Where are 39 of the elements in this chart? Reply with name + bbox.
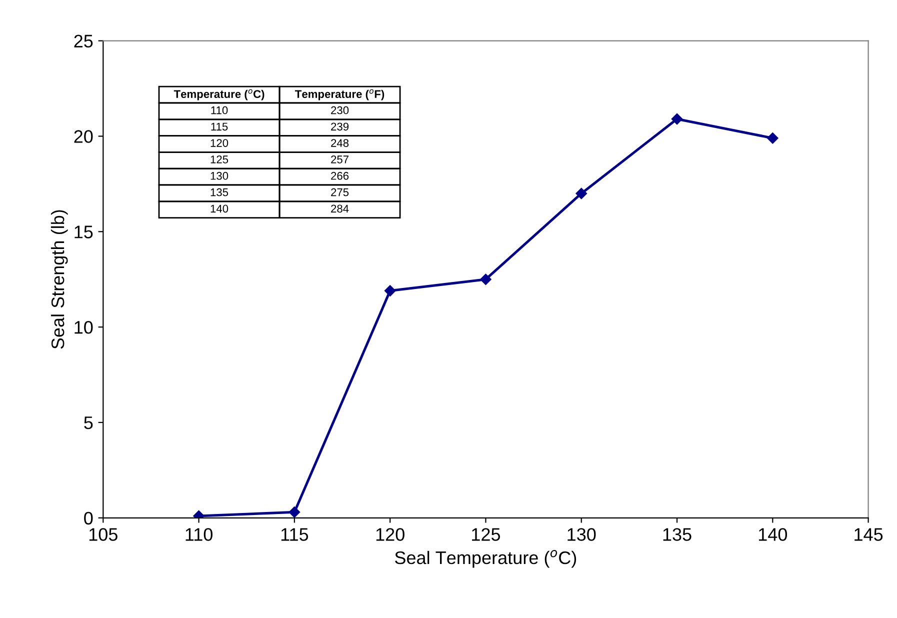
x-tick-label: 120: [376, 528, 404, 541]
annotation: 257: [331, 156, 348, 164]
annotation: 135: [210, 188, 228, 196]
x-tick-label: 115: [281, 528, 308, 541]
x-tick-label: 125: [472, 528, 500, 541]
point: [671, 113, 683, 125]
annotation: 130: [210, 172, 228, 180]
annotation: 284: [331, 204, 349, 213]
y-tick-label: 25: [74, 34, 93, 48]
x-axis-title: Seal Temperature ($^{o}$C): [395, 550, 576, 568]
x-tick-label: 105: [89, 528, 118, 541]
annotation: 115: [211, 122, 228, 131]
annotation: 266: [331, 172, 349, 180]
x-tick-label: 135: [663, 528, 692, 541]
point: [767, 132, 778, 144]
x-tick-label: 110: [186, 528, 212, 541]
y-tick-label: 0: [84, 512, 93, 525]
annotation: 275: [331, 188, 349, 196]
annotation: 140: [210, 204, 228, 213]
annotation: 120: [210, 139, 228, 147]
point: [480, 274, 492, 285]
x-tick-label: 140: [758, 528, 788, 541]
y-tick-label: 20: [74, 130, 93, 143]
annotation: 110: [211, 106, 228, 114]
y-tick-label: 5: [84, 416, 93, 430]
y-tick-label: 15: [74, 226, 93, 238]
annotation: Temperature ($^{o}$F): [295, 89, 384, 100]
annotation: 230: [331, 106, 349, 114]
point: [288, 506, 300, 518]
y-axis-title: Seal Strength (lb): [50, 210, 68, 349]
annotation: 239: [331, 122, 349, 131]
point: [576, 188, 587, 200]
annotation: Temperature ($^{o}$C): [174, 89, 264, 100]
x-tick-label: 145: [854, 528, 883, 541]
x-tick-label: 130: [568, 528, 596, 541]
annotation: 125: [210, 156, 228, 164]
point: [384, 285, 396, 296]
annotation: 248: [331, 139, 349, 147]
y-tick-label: 10: [74, 320, 93, 334]
